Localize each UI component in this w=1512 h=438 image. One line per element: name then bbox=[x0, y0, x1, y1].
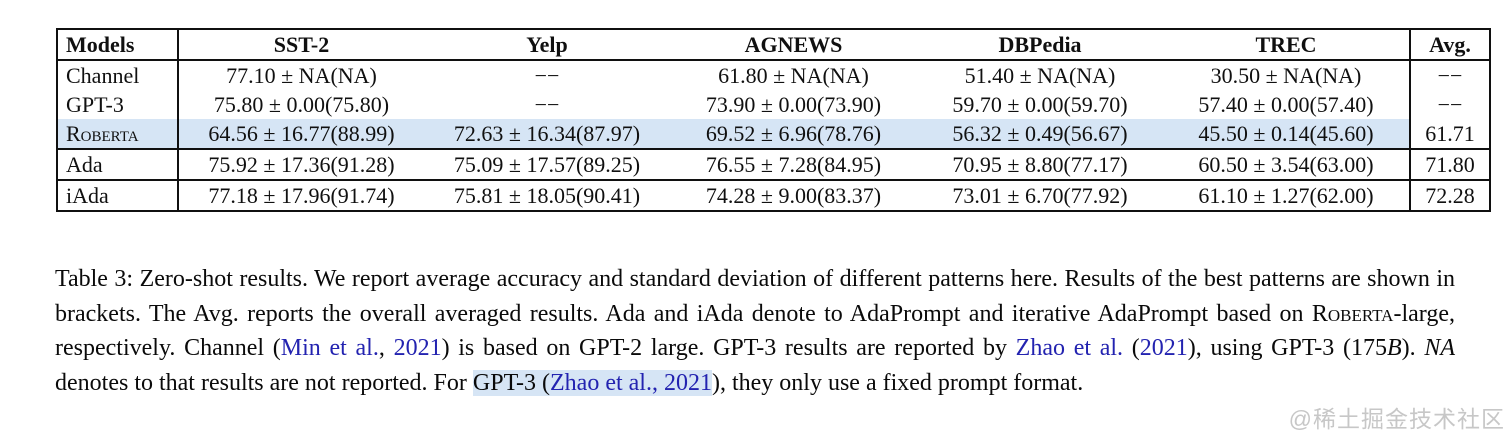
table-header-row: Models SST-2 Yelp AGNEWS DBPedia TREC Av… bbox=[57, 29, 1490, 61]
cell-value: 61.10 ± 1.27(62.00) bbox=[1163, 180, 1411, 211]
cell-value: 73.90 ± 0.00(73.90) bbox=[705, 91, 882, 117]
results-table: Models SST-2 Yelp AGNEWS DBPedia TREC Av… bbox=[56, 28, 1491, 212]
col-header-agnews: AGNEWS bbox=[670, 29, 917, 61]
table-row-roberta-highlighted: Roberta 64.56 ± 16.77(88.99) 72.63 ± 16.… bbox=[57, 119, 1490, 150]
caption-text: , bbox=[378, 335, 394, 361]
citation-link-zhao-year[interactable]: 2021 bbox=[1139, 335, 1188, 361]
cell-avg: −− bbox=[1437, 91, 1463, 117]
cell-value: 75.92 ± 17.36(91.28) bbox=[178, 149, 424, 181]
col-header-yelp: Yelp bbox=[424, 29, 670, 61]
cell-avg: −− bbox=[1437, 62, 1463, 88]
col-header-dbpedia: DBPedia bbox=[917, 29, 1163, 61]
table-row-ada: Ada 75.92 ± 17.36(91.28) 75.09 ± 17.57(8… bbox=[57, 149, 1490, 181]
cell-value: −− bbox=[534, 62, 560, 88]
cell-value: 30.50 ± NA(NA) bbox=[1163, 60, 1411, 90]
cell-value: 70.95 ± 8.80(77.17) bbox=[917, 149, 1163, 181]
cell-value: 72.63 ± 16.34(87.97) bbox=[424, 119, 670, 150]
col-header-avg: Avg. bbox=[1410, 29, 1490, 61]
cell-value: 57.40 ± 0.00(57.40) bbox=[1163, 90, 1411, 119]
caption-text: Table 3: Zero-shot results. We report av… bbox=[55, 266, 1455, 327]
citation-link-zhao[interactable]: Zhao et al. bbox=[1015, 335, 1124, 361]
caption-math-b: B bbox=[1387, 335, 1402, 361]
citation-link-zhao-highlighted[interactable]: Zhao et al., 2021 bbox=[550, 369, 712, 396]
cell-value: 76.55 ± 7.28(84.95) bbox=[670, 149, 917, 181]
caption-text: denotes to that results are not reported… bbox=[55, 369, 473, 396]
cell-value: 73.01 ± 6.70(77.92) bbox=[952, 182, 1128, 208]
caption-text: -large, respectively. Channel ( bbox=[55, 300, 1455, 362]
caption-highlighted-text: GPT-3 ( bbox=[472, 369, 551, 396]
caption-text: ), they only use a fixed prompt format. bbox=[711, 369, 1084, 396]
citation-link-min[interactable]: Min et al. bbox=[280, 335, 379, 361]
cell-model: iAda bbox=[57, 180, 179, 211]
caption-text: ( bbox=[1123, 335, 1140, 361]
cell-value: −− bbox=[534, 91, 560, 117]
caption-text: ) is based on GPT-2 large. GPT-3 results… bbox=[441, 335, 1016, 361]
cell-value: 75.80 ± 0.00(75.80) bbox=[213, 91, 390, 117]
cell-value: 77.18 ± 17.96(91.74) bbox=[208, 182, 395, 208]
cell-value: 59.70 ± 0.00(59.70) bbox=[952, 91, 1128, 117]
cell-value: 69.52 ± 6.96(78.76) bbox=[670, 119, 917, 150]
cell-value: 56.32 ± 0.49(56.67) bbox=[917, 119, 1163, 150]
cell-avg: 72.28 bbox=[1425, 182, 1475, 208]
col-header-models: Models bbox=[57, 29, 179, 61]
caption-text: ). bbox=[1401, 335, 1425, 361]
cell-model: Channel bbox=[57, 60, 179, 90]
cell-value: 64.56 ± 16.77(88.99) bbox=[178, 119, 424, 150]
col-header-trec: TREC bbox=[1163, 29, 1411, 61]
table-caption: Table 3: Zero-shot results. We report av… bbox=[55, 262, 1455, 400]
cell-value: 60.50 ± 3.54(63.00) bbox=[1163, 149, 1411, 181]
cell-value: 51.40 ± NA(NA) bbox=[964, 62, 1116, 88]
table-row-iada: iAda 77.18 ± 17.96(91.74) 75.81 ± 18.05(… bbox=[57, 180, 1490, 211]
cell-value: 77.10 ± NA(NA) bbox=[226, 62, 377, 88]
cell-model: Roberta bbox=[57, 119, 179, 150]
cell-value: 75.81 ± 18.05(90.41) bbox=[453, 182, 641, 208]
cell-avg: 71.80 bbox=[1410, 149, 1490, 181]
cell-model: Ada bbox=[57, 149, 179, 181]
cell-value: 61.80 ± NA(NA) bbox=[718, 62, 869, 88]
caption-text: ), using GPT-3 (175 bbox=[1187, 335, 1387, 361]
cell-value: 45.50 ± 0.14(45.60) bbox=[1163, 119, 1411, 150]
cell-avg: 61.71 bbox=[1410, 119, 1490, 150]
table-row-channel: Channel 77.10 ± NA(NA) −− 61.80 ± NA(NA)… bbox=[57, 60, 1490, 90]
watermark: @稀土掘金技术社区 bbox=[1288, 406, 1505, 432]
cell-model: GPT-3 bbox=[57, 90, 179, 119]
table-row-gpt3: GPT-3 75.80 ± 0.00(75.80) −− 73.90 ± 0.0… bbox=[57, 90, 1490, 119]
cell-value: 75.09 ± 17.57(89.25) bbox=[424, 149, 670, 181]
citation-link-min-year[interactable]: 2021 bbox=[393, 335, 442, 361]
col-header-sst2: SST-2 bbox=[178, 29, 424, 61]
cell-value: 74.28 ± 9.00(83.37) bbox=[705, 182, 882, 208]
caption-roberta-smallcaps: Roberta bbox=[1311, 300, 1394, 327]
caption-math-na: NA bbox=[1424, 335, 1456, 361]
